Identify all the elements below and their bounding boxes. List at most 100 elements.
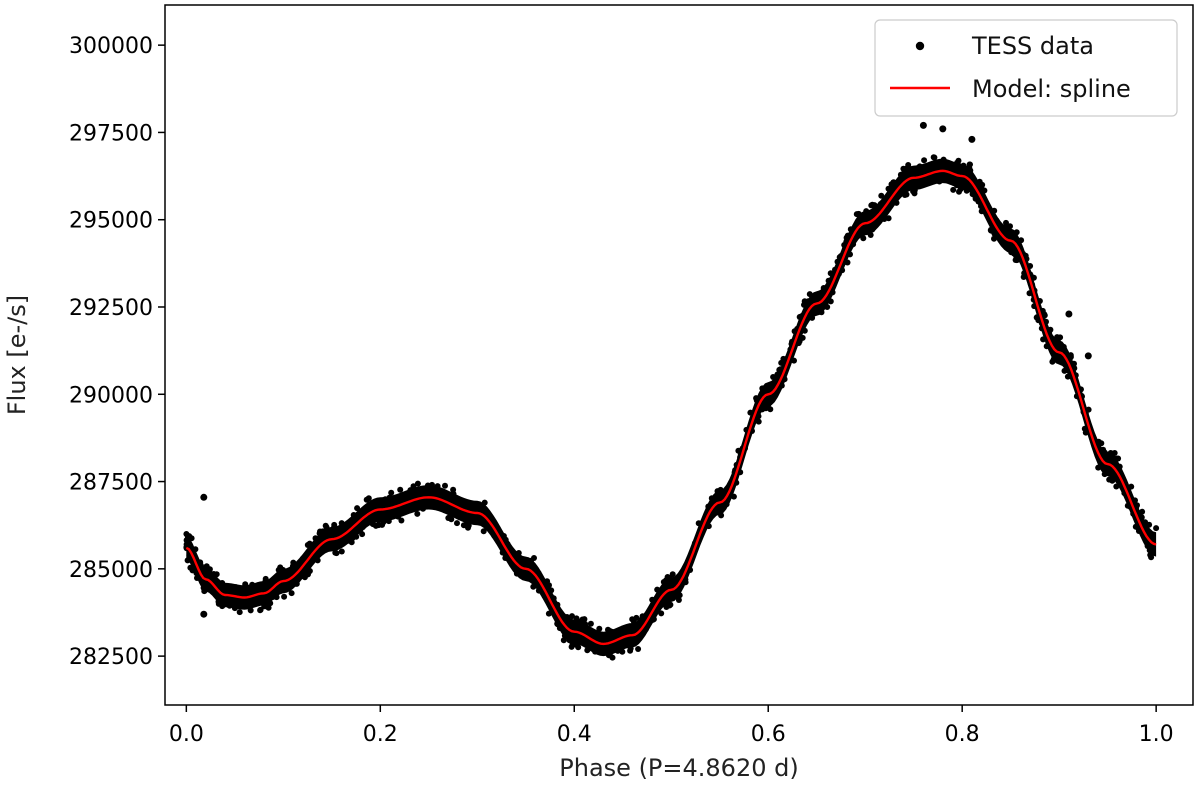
data-point (1018, 237, 1025, 244)
data-point-outlier (200, 610, 208, 618)
data-point (591, 632, 598, 639)
data-point (215, 600, 222, 607)
data-point (414, 510, 421, 517)
data-point (805, 298, 812, 305)
data-point (863, 227, 870, 234)
data-point (316, 530, 323, 537)
data-point (812, 308, 819, 315)
legend-label-model: Model: spline (972, 75, 1131, 103)
data-point (1106, 476, 1113, 483)
data-point (1030, 274, 1037, 281)
data-point (354, 505, 361, 512)
data-point (1026, 290, 1033, 297)
data-point (596, 625, 603, 632)
data-point (222, 586, 229, 593)
data-point (888, 181, 895, 188)
data-point (198, 562, 204, 569)
data-point (675, 597, 682, 603)
data-point (398, 517, 405, 524)
legend: TESS data Model: spline (874, 19, 1178, 117)
data-point (649, 616, 656, 623)
data-point (219, 580, 226, 586)
x-tick-label: 0.4 (557, 722, 592, 747)
data-point (242, 603, 249, 610)
data-point (627, 645, 634, 652)
data-point (288, 590, 295, 597)
data-point (1115, 455, 1122, 462)
data-point (614, 647, 621, 654)
data-point (628, 638, 635, 645)
data-point (306, 540, 313, 547)
data-point (687, 567, 694, 573)
data-point (312, 535, 319, 542)
data-point (242, 581, 249, 588)
data-point (464, 503, 471, 510)
data-point (705, 503, 712, 510)
data-point (860, 235, 867, 242)
data-point (1081, 425, 1088, 432)
data-point (283, 570, 290, 577)
data-point (336, 525, 343, 532)
data-point (999, 226, 1006, 233)
data-point (289, 580, 295, 587)
data-point (827, 298, 834, 305)
data-point (338, 520, 345, 527)
data-point (1109, 450, 1116, 457)
data-point (718, 512, 725, 519)
y-tick-label: 300000 (69, 34, 153, 59)
legend-box (874, 19, 1178, 117)
data-point (1027, 263, 1034, 269)
data-point (192, 546, 199, 553)
data-point (449, 508, 456, 515)
data-point (759, 406, 766, 413)
data-point (465, 518, 472, 525)
data-point (759, 385, 766, 392)
data-point (863, 208, 870, 215)
data-point (550, 595, 557, 602)
data-point (893, 199, 900, 206)
data-point (513, 552, 520, 559)
data-point (450, 490, 457, 497)
data-point (1095, 464, 1102, 471)
data-point (708, 495, 715, 502)
data-point (184, 557, 191, 564)
axes-frame (164, 4, 1194, 706)
data-point (1020, 274, 1027, 280)
data-point (530, 583, 537, 590)
data-point (1128, 483, 1135, 490)
data-point (377, 501, 384, 508)
y-tick-label: 282500 (69, 645, 153, 670)
data-point (385, 518, 392, 525)
data-point (481, 499, 488, 506)
data-point-outlier (1084, 352, 1092, 360)
data-point (1036, 298, 1043, 304)
data-point (602, 636, 609, 643)
data-point (649, 596, 656, 603)
data-point (1040, 336, 1047, 343)
data-point (1142, 519, 1149, 526)
data-point (192, 567, 199, 574)
data-point (521, 571, 528, 578)
data-point (183, 541, 190, 548)
data-point (921, 157, 928, 164)
x-axis-label: Phase (P=4.8620 d) (559, 754, 798, 782)
data-point (972, 195, 979, 202)
data-point (375, 517, 382, 524)
data-point-outlier (987, 226, 995, 234)
data-point (795, 340, 802, 347)
data-point (319, 548, 326, 555)
data-point (877, 201, 884, 207)
data-point (956, 188, 962, 195)
y-axis-label: Flux [e-/s] (3, 295, 31, 415)
data-point (1148, 532, 1155, 539)
data-point (200, 584, 207, 591)
data-point (791, 357, 797, 364)
data-point (333, 550, 340, 557)
data-point (499, 549, 506, 556)
data-point (801, 327, 808, 334)
data-point (635, 646, 642, 652)
data-point (956, 163, 963, 170)
data-point (1060, 343, 1067, 350)
data-point (654, 586, 661, 593)
data-point (1071, 360, 1077, 367)
